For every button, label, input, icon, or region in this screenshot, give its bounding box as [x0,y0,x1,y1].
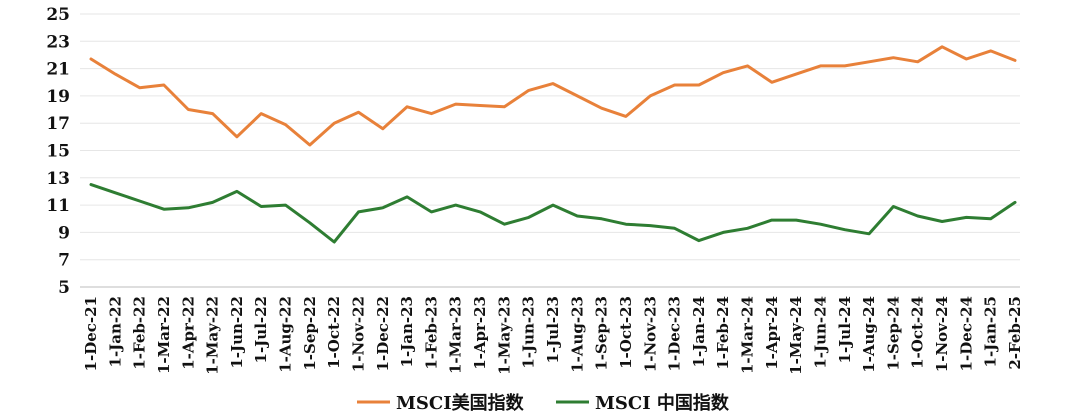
x-tick-label: 1-Jul-22 [252,296,270,363]
x-tick-label: 1-Apr-22 [179,296,197,370]
series-lines [89,45,1017,244]
x-tick-label: 1-Jan-23 [398,296,416,367]
legend-label-us: MSCI美国指数 [396,392,525,414]
x-tick-label: 1-Aug-23 [568,296,586,373]
x-tick-label: 1-Aug-24 [860,296,878,373]
x-tick-label: 1-Oct-22 [325,296,343,369]
legend-label-cn: MSCI 中国指数 [595,392,730,414]
x-tick-label: 1-Sep-22 [301,296,319,371]
x-tick-label: 1-Sep-24 [884,296,902,371]
y-tick-label: 15 [46,142,70,162]
y-tick-label: 23 [46,32,70,52]
series-line-msci-china [89,183,1017,244]
x-tick-label: 1-Dec-24 [957,296,975,371]
x-tick-label: 1-Nov-23 [641,296,659,372]
y-tick-label: 11 [46,196,70,216]
x-tick-label: 1-Jun-23 [520,296,538,369]
x-tick-label: 1-Mar-22 [155,296,173,374]
x-tick-label: 1-Dec-22 [374,296,392,371]
y-axis: 5 7 9 11 13 15 17 19 21 23 25 [46,5,70,298]
x-tick-label: 1-Dec-23 [666,296,684,371]
y-tick-label: 5 [58,278,70,298]
x-tick-label: 1-Jun-24 [811,296,829,369]
x-tick-label: 1-May-23 [495,296,513,375]
y-tick-label: 21 [46,60,70,80]
x-tick-label: 1-Nov-22 [349,296,367,372]
x-tick-label: 1-Dec-21 [82,296,100,371]
x-tick-label: 1-Apr-23 [471,296,489,370]
y-tick-label: 7 [58,251,70,271]
x-tick-label: 1-May-22 [204,296,222,375]
x-tick-label: 1-Oct-23 [617,296,635,369]
x-tick-label: 1-Jan-25 [982,296,1000,367]
x-tick-label: 1-Sep-23 [593,296,611,371]
x-tick-label: 1-Mar-24 [739,296,757,374]
x-tick-label: 1-Feb-24 [714,296,732,370]
x-tick-label: 1-Feb-22 [131,296,149,370]
x-tick-label: 1-Jun-22 [228,296,246,369]
gridlines [80,13,1020,288]
legend: MSCI美国指数 MSCI 中国指数 [357,392,730,414]
x-tick-label: 1-Jan-22 [106,296,124,367]
x-axis: 1-Dec-21 1-Jan-22 1-Feb-22 1-Mar-22 1-Apr-22… [82,296,1024,375]
series-line-msci-us [89,45,1017,147]
x-tick-label: 1-May-24 [787,296,805,375]
x-tick-label: 1-Jul-23 [544,296,562,363]
x-tick-label: 1-Mar-23 [447,296,465,374]
x-tick-label: 1-Jul-24 [836,296,854,363]
x-tick-label: 1-Feb-23 [422,296,440,370]
y-tick-label: 17 [46,114,70,134]
x-tick-label: 1-Apr-24 [763,296,781,370]
y-tick-label: 19 [46,87,70,107]
y-tick-label: 25 [46,5,70,25]
x-tick-label: 1-Aug-22 [277,296,295,373]
x-tick-label: 1-Nov-24 [933,296,951,372]
y-tick-label: 9 [58,223,70,243]
x-tick-label: 1-Jan-24 [690,296,708,367]
x-tick-label: 2-Feb-25 [1006,296,1024,370]
y-tick-label: 13 [46,169,70,189]
x-tick-label: 1-Oct-24 [909,296,927,369]
